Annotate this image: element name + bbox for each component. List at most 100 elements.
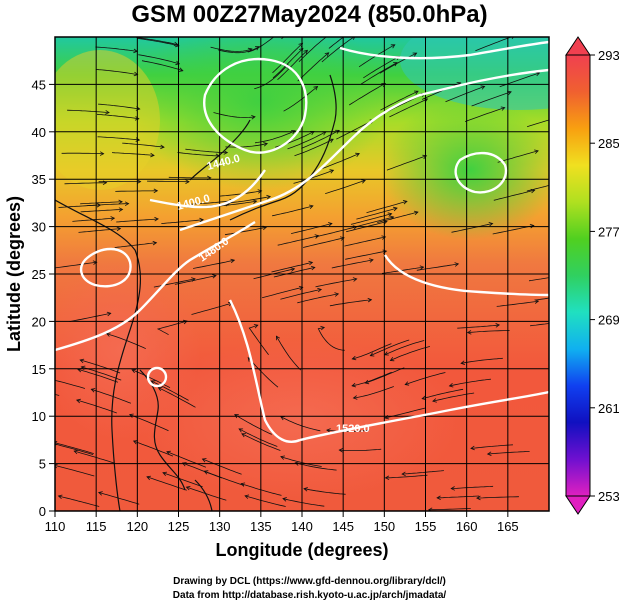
contour-loop-east	[454, 151, 508, 194]
streamline	[280, 456, 322, 467]
streamline-arrow	[275, 335, 281, 341]
streamline	[315, 278, 357, 288]
x-tick-label: 140	[291, 519, 313, 534]
streamline	[76, 399, 117, 414]
streamline	[97, 103, 140, 110]
streamline-arrow	[359, 24, 363, 28]
streamline	[115, 190, 158, 192]
streamline-arrow	[150, 380, 156, 385]
credit-data: Data from http://database.rish.kyoto-u.a…	[172, 590, 447, 601]
contour-loop-west	[79, 247, 132, 288]
streamline-arrow	[105, 110, 110, 115]
streamline-arrow	[387, 212, 393, 217]
streamline	[271, 262, 313, 273]
streamline	[451, 485, 494, 489]
streamline-arrow	[393, 206, 398, 212]
streamline	[328, 37, 345, 49]
streamline-arrow	[44, 377, 48, 381]
streamline	[77, 368, 119, 383]
streamline	[298, 37, 327, 62]
streamline-arrow	[495, 323, 501, 328]
streamline-arrow	[166, 450, 171, 456]
streamline-arrow	[255, 46, 260, 51]
streamline-arrow	[466, 330, 472, 335]
streamline	[352, 216, 394, 228]
streamline	[428, 508, 471, 511]
streamline-arrow	[352, 277, 358, 282]
streamline-arrow	[308, 260, 314, 266]
streamline	[86, 203, 129, 206]
streamline	[487, 451, 530, 455]
streamline-arrow	[470, 445, 475, 451]
streamline	[467, 330, 510, 333]
contour-small-loop	[146, 366, 168, 388]
streamline-arrow	[340, 236, 345, 241]
streamline-arrow	[185, 179, 190, 184]
streamline	[218, 46, 260, 54]
x-tick-label: 110	[45, 519, 66, 534]
streamline	[156, 320, 188, 336]
streamline	[67, 109, 110, 113]
streamline	[348, 83, 386, 106]
y-tick-label: 0	[39, 504, 46, 519]
streamline-arrow	[131, 368, 137, 374]
streamline	[224, 226, 267, 236]
streamline-arrow	[310, 265, 316, 271]
colorbar-tick-label: 253	[598, 489, 619, 504]
streamline-arrow	[124, 201, 130, 206]
contour-label: 1520.0	[336, 423, 370, 435]
streamline-arrow	[422, 154, 428, 160]
streamline	[445, 86, 485, 103]
colorbar: 293 285 277 269 261 253	[565, 36, 619, 515]
streamline-arrow	[223, 150, 229, 155]
streamline-arrow	[211, 274, 217, 279]
streamline-arrow	[92, 260, 98, 265]
streamline	[389, 98, 428, 118]
contour-1520-west	[55, 220, 256, 352]
streamline-arrow	[320, 325, 326, 331]
streamline	[365, 367, 405, 384]
streamline-arrow	[369, 258, 374, 263]
streamline-arrow	[480, 85, 486, 90]
streamline-arrow	[153, 188, 159, 194]
streamline	[91, 388, 132, 404]
contour-1520	[299, 390, 549, 442]
streamline	[151, 380, 189, 401]
streamline	[174, 275, 217, 285]
streamline	[379, 52, 417, 74]
streamline-arrow	[266, 194, 272, 200]
streamline-arrow	[432, 398, 437, 403]
streamline-arrow	[199, 217, 204, 223]
streamline	[277, 235, 319, 246]
streamline	[55, 442, 94, 454]
streamline	[225, 143, 268, 148]
streamline-arrow	[99, 151, 105, 156]
streamline	[210, 46, 252, 52]
streamline	[321, 37, 355, 63]
streamline	[339, 448, 382, 451]
x-axis-ticks: 110 115 120 125 130 135 140 145 150 155 160 165	[45, 511, 519, 534]
streamline-arrow	[313, 85, 319, 91]
streamline-arrow	[335, 129, 340, 134]
streamline	[287, 131, 327, 150]
colorbar-bottom-arrow	[565, 495, 591, 515]
streamline	[291, 223, 333, 234]
streamline	[345, 250, 387, 260]
y-tick-label: 35	[32, 172, 46, 187]
x-tick-label: 120	[126, 519, 148, 534]
streamline-arrow	[160, 144, 165, 150]
streamline-arrow	[476, 495, 481, 501]
x-tick-label: 165	[497, 519, 519, 534]
streamline-arrow	[280, 455, 285, 460]
streamline-arrow	[352, 37, 356, 40]
streamline	[219, 190, 262, 197]
streamline-arrow	[486, 451, 492, 456]
streamline-arrow	[351, 355, 357, 361]
streamline-arrow	[390, 44, 396, 49]
streamline-arrow	[178, 67, 184, 72]
streamline-arrow	[230, 258, 236, 264]
streamline	[470, 444, 513, 449]
contour-1440	[149, 169, 266, 209]
streamline	[366, 200, 408, 214]
